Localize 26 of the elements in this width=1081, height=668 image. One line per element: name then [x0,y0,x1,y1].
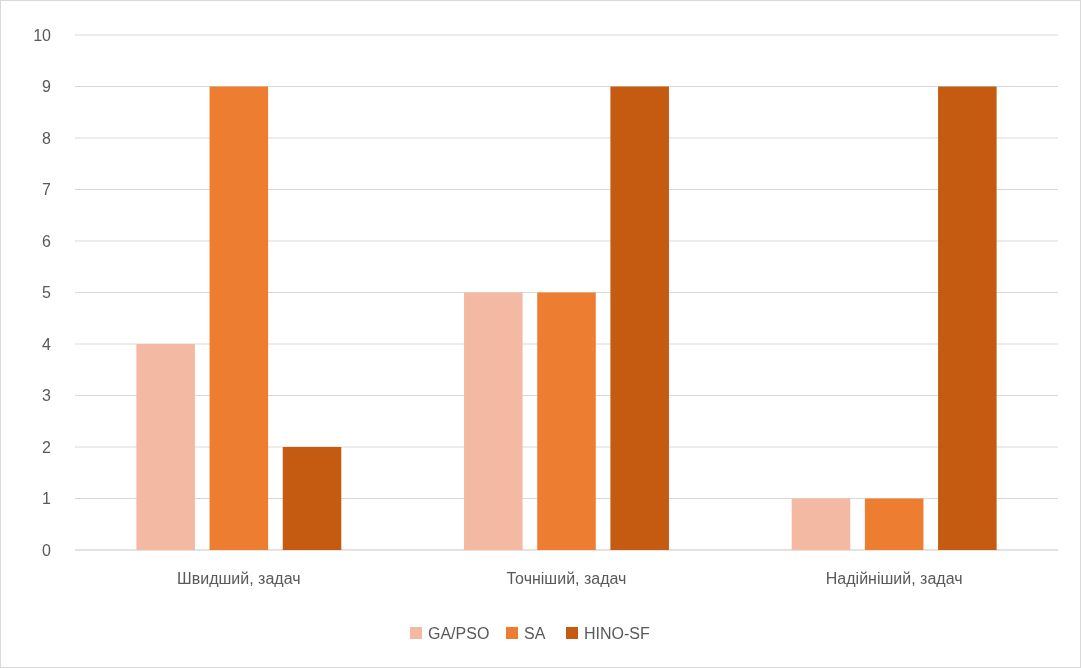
bar [610,86,669,550]
y-tick-label: 5 [42,284,52,302]
bar [938,86,997,550]
legend-label: GA/PSO [428,624,490,642]
y-tick-label: 0 [42,541,52,559]
y-tick-label: 6 [42,232,52,250]
y-tick-label: 4 [42,335,52,353]
legend-label: HINO-SF [584,624,650,642]
bar [209,86,269,550]
legend-label: SA [524,624,546,642]
x-tick-label: Надійніший, задач [825,570,963,587]
bar [864,498,924,550]
x-tick-label: Точніший, задач [506,570,627,587]
y-tick-label: 7 [42,181,52,199]
bar [282,447,342,550]
x-tick-label: Швидший, задач [177,570,301,587]
bar [136,344,195,550]
y-tick-label: 10 [33,26,52,44]
bar [791,498,851,550]
y-tick-label: 1 [42,490,52,508]
y-tick-label: 9 [42,78,52,96]
bar [537,292,596,550]
y-tick-label: 2 [42,438,52,456]
y-tick-label: 3 [42,387,52,405]
y-tick-label: 8 [42,129,52,147]
bar [464,292,523,550]
